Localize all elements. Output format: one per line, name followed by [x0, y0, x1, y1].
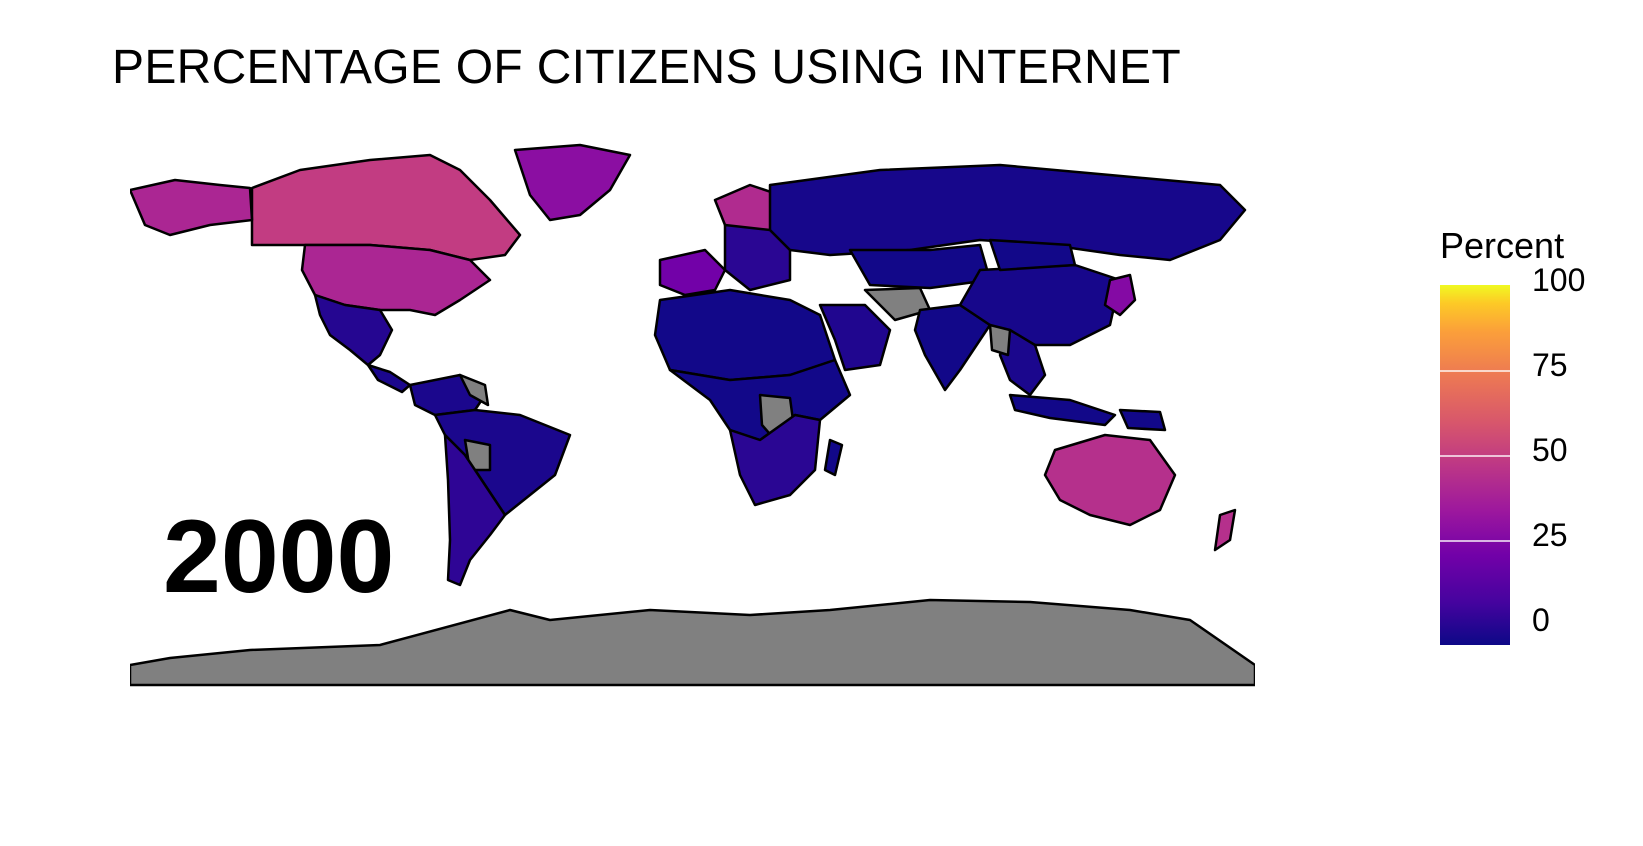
- legend-title: Percent: [1440, 225, 1565, 266]
- region-southeast-asia: [998, 328, 1047, 397]
- legend-label-25: 25: [1532, 517, 1568, 553]
- legend-tick-25: [1440, 540, 1510, 542]
- region-canada: [250, 153, 522, 262]
- legend-label-75: 75: [1532, 347, 1568, 383]
- region-central-asia: [848, 243, 992, 290]
- legend-label-100: 100: [1532, 262, 1586, 298]
- legend-tick-75: [1440, 370, 1510, 372]
- world-map: [130, 143, 1255, 687]
- legend-label-0: 0: [1532, 602, 1550, 638]
- region-russia: [768, 163, 1247, 262]
- year-label: 2000: [163, 499, 395, 615]
- region-north-africa: [653, 288, 837, 382]
- region-middle-east: [818, 303, 892, 372]
- legend-colorbar: [1440, 285, 1510, 645]
- region-japan: [1103, 273, 1137, 317]
- region-central-america: [366, 363, 412, 394]
- region-greenland: [513, 143, 632, 222]
- region-venezuela: [458, 373, 490, 407]
- legend-label-50: 50: [1532, 432, 1568, 468]
- region-australia: [1043, 433, 1177, 527]
- region-papua-new-guinea: [1118, 408, 1167, 432]
- legend-tick-50: [1440, 455, 1510, 457]
- region-mongolia: [988, 238, 1077, 272]
- region-western-europe: [658, 248, 727, 297]
- region-alaska: [130, 178, 254, 237]
- region-argentina: [443, 433, 507, 587]
- region-madagascar: [823, 438, 844, 477]
- region-mexico: [313, 293, 394, 367]
- region-new-zealand: [1213, 508, 1237, 552]
- region-china: [958, 263, 1122, 347]
- region-south-africa: [728, 413, 822, 507]
- region-myanmar: [988, 323, 1012, 357]
- map-title: PERCENTAGE OF CITIZENS USING INTERNET: [112, 41, 1181, 94]
- region-indonesia: [1008, 393, 1117, 427]
- region-antarctica: [130, 598, 1255, 687]
